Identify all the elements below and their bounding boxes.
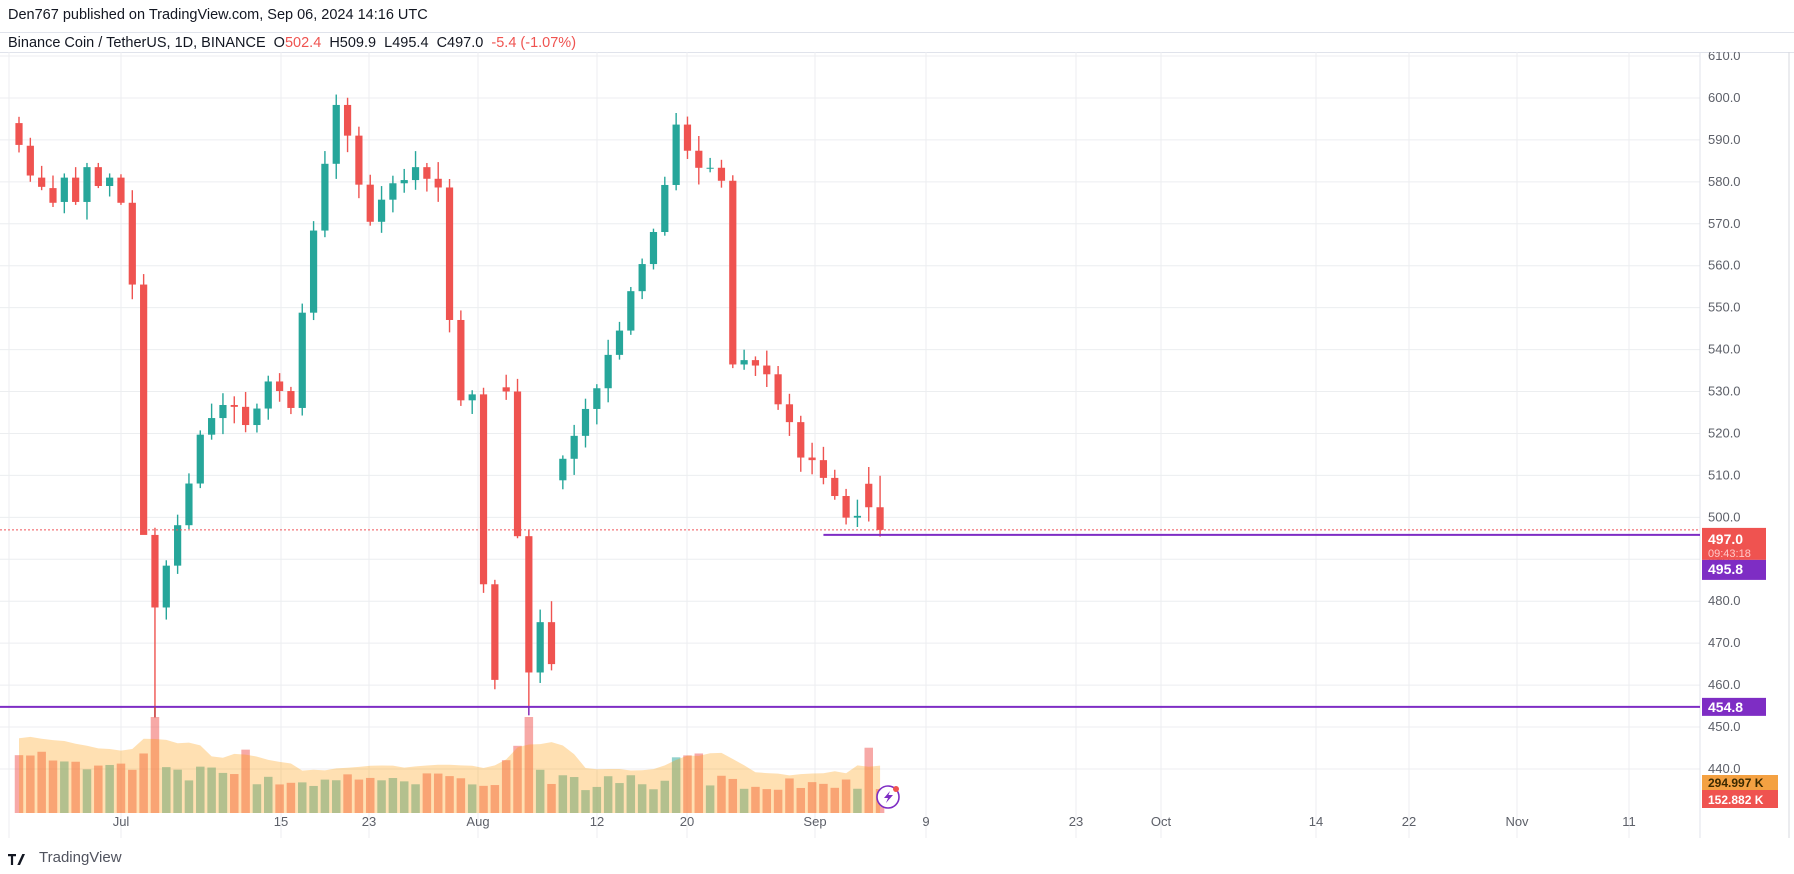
svg-text:520.0: 520.0 xyxy=(1708,425,1741,440)
svg-text:454.8: 454.8 xyxy=(1708,699,1743,715)
svg-text:510.0: 510.0 xyxy=(1708,467,1741,482)
svg-text:497.0: 497.0 xyxy=(1708,531,1743,547)
svg-text:540.0: 540.0 xyxy=(1708,342,1741,357)
svg-text:610.0: 610.0 xyxy=(1708,52,1741,63)
svg-text:Aug: Aug xyxy=(466,814,489,829)
svg-text:20: 20 xyxy=(680,814,694,829)
svg-text:Jul: Jul xyxy=(113,814,130,829)
svg-text:450.0: 450.0 xyxy=(1708,719,1741,734)
svg-text:294.997 K: 294.997 K xyxy=(1708,776,1764,790)
svg-text:15: 15 xyxy=(274,814,288,829)
svg-text:600.0: 600.0 xyxy=(1708,90,1741,105)
svg-text:590.0: 590.0 xyxy=(1708,132,1741,147)
svg-text:530.0: 530.0 xyxy=(1708,384,1741,399)
svg-text:9: 9 xyxy=(922,814,929,829)
svg-text:152.882 K: 152.882 K xyxy=(1708,793,1764,807)
svg-text:23: 23 xyxy=(362,814,376,829)
svg-text:Oct: Oct xyxy=(1151,814,1172,829)
svg-text:22: 22 xyxy=(1402,814,1416,829)
svg-text:470.0: 470.0 xyxy=(1708,635,1741,650)
svg-text:560.0: 560.0 xyxy=(1708,258,1741,273)
svg-text:23: 23 xyxy=(1069,814,1083,829)
svg-text:480.0: 480.0 xyxy=(1708,593,1741,608)
svg-text:Sep: Sep xyxy=(803,814,826,829)
svg-text:460.0: 460.0 xyxy=(1708,677,1741,692)
svg-text:440.0: 440.0 xyxy=(1708,761,1741,776)
svg-text:580.0: 580.0 xyxy=(1708,174,1741,189)
svg-text:495.8: 495.8 xyxy=(1708,561,1743,577)
svg-text:09:43:18: 09:43:18 xyxy=(1708,548,1751,560)
svg-text:570.0: 570.0 xyxy=(1708,216,1741,231)
svg-text:Nov: Nov xyxy=(1505,814,1529,829)
svg-text:550.0: 550.0 xyxy=(1708,300,1741,315)
svg-text:11: 11 xyxy=(1622,814,1636,829)
svg-text:14: 14 xyxy=(1309,814,1323,829)
svg-text:12: 12 xyxy=(590,814,604,829)
svg-text:500.0: 500.0 xyxy=(1708,509,1741,524)
